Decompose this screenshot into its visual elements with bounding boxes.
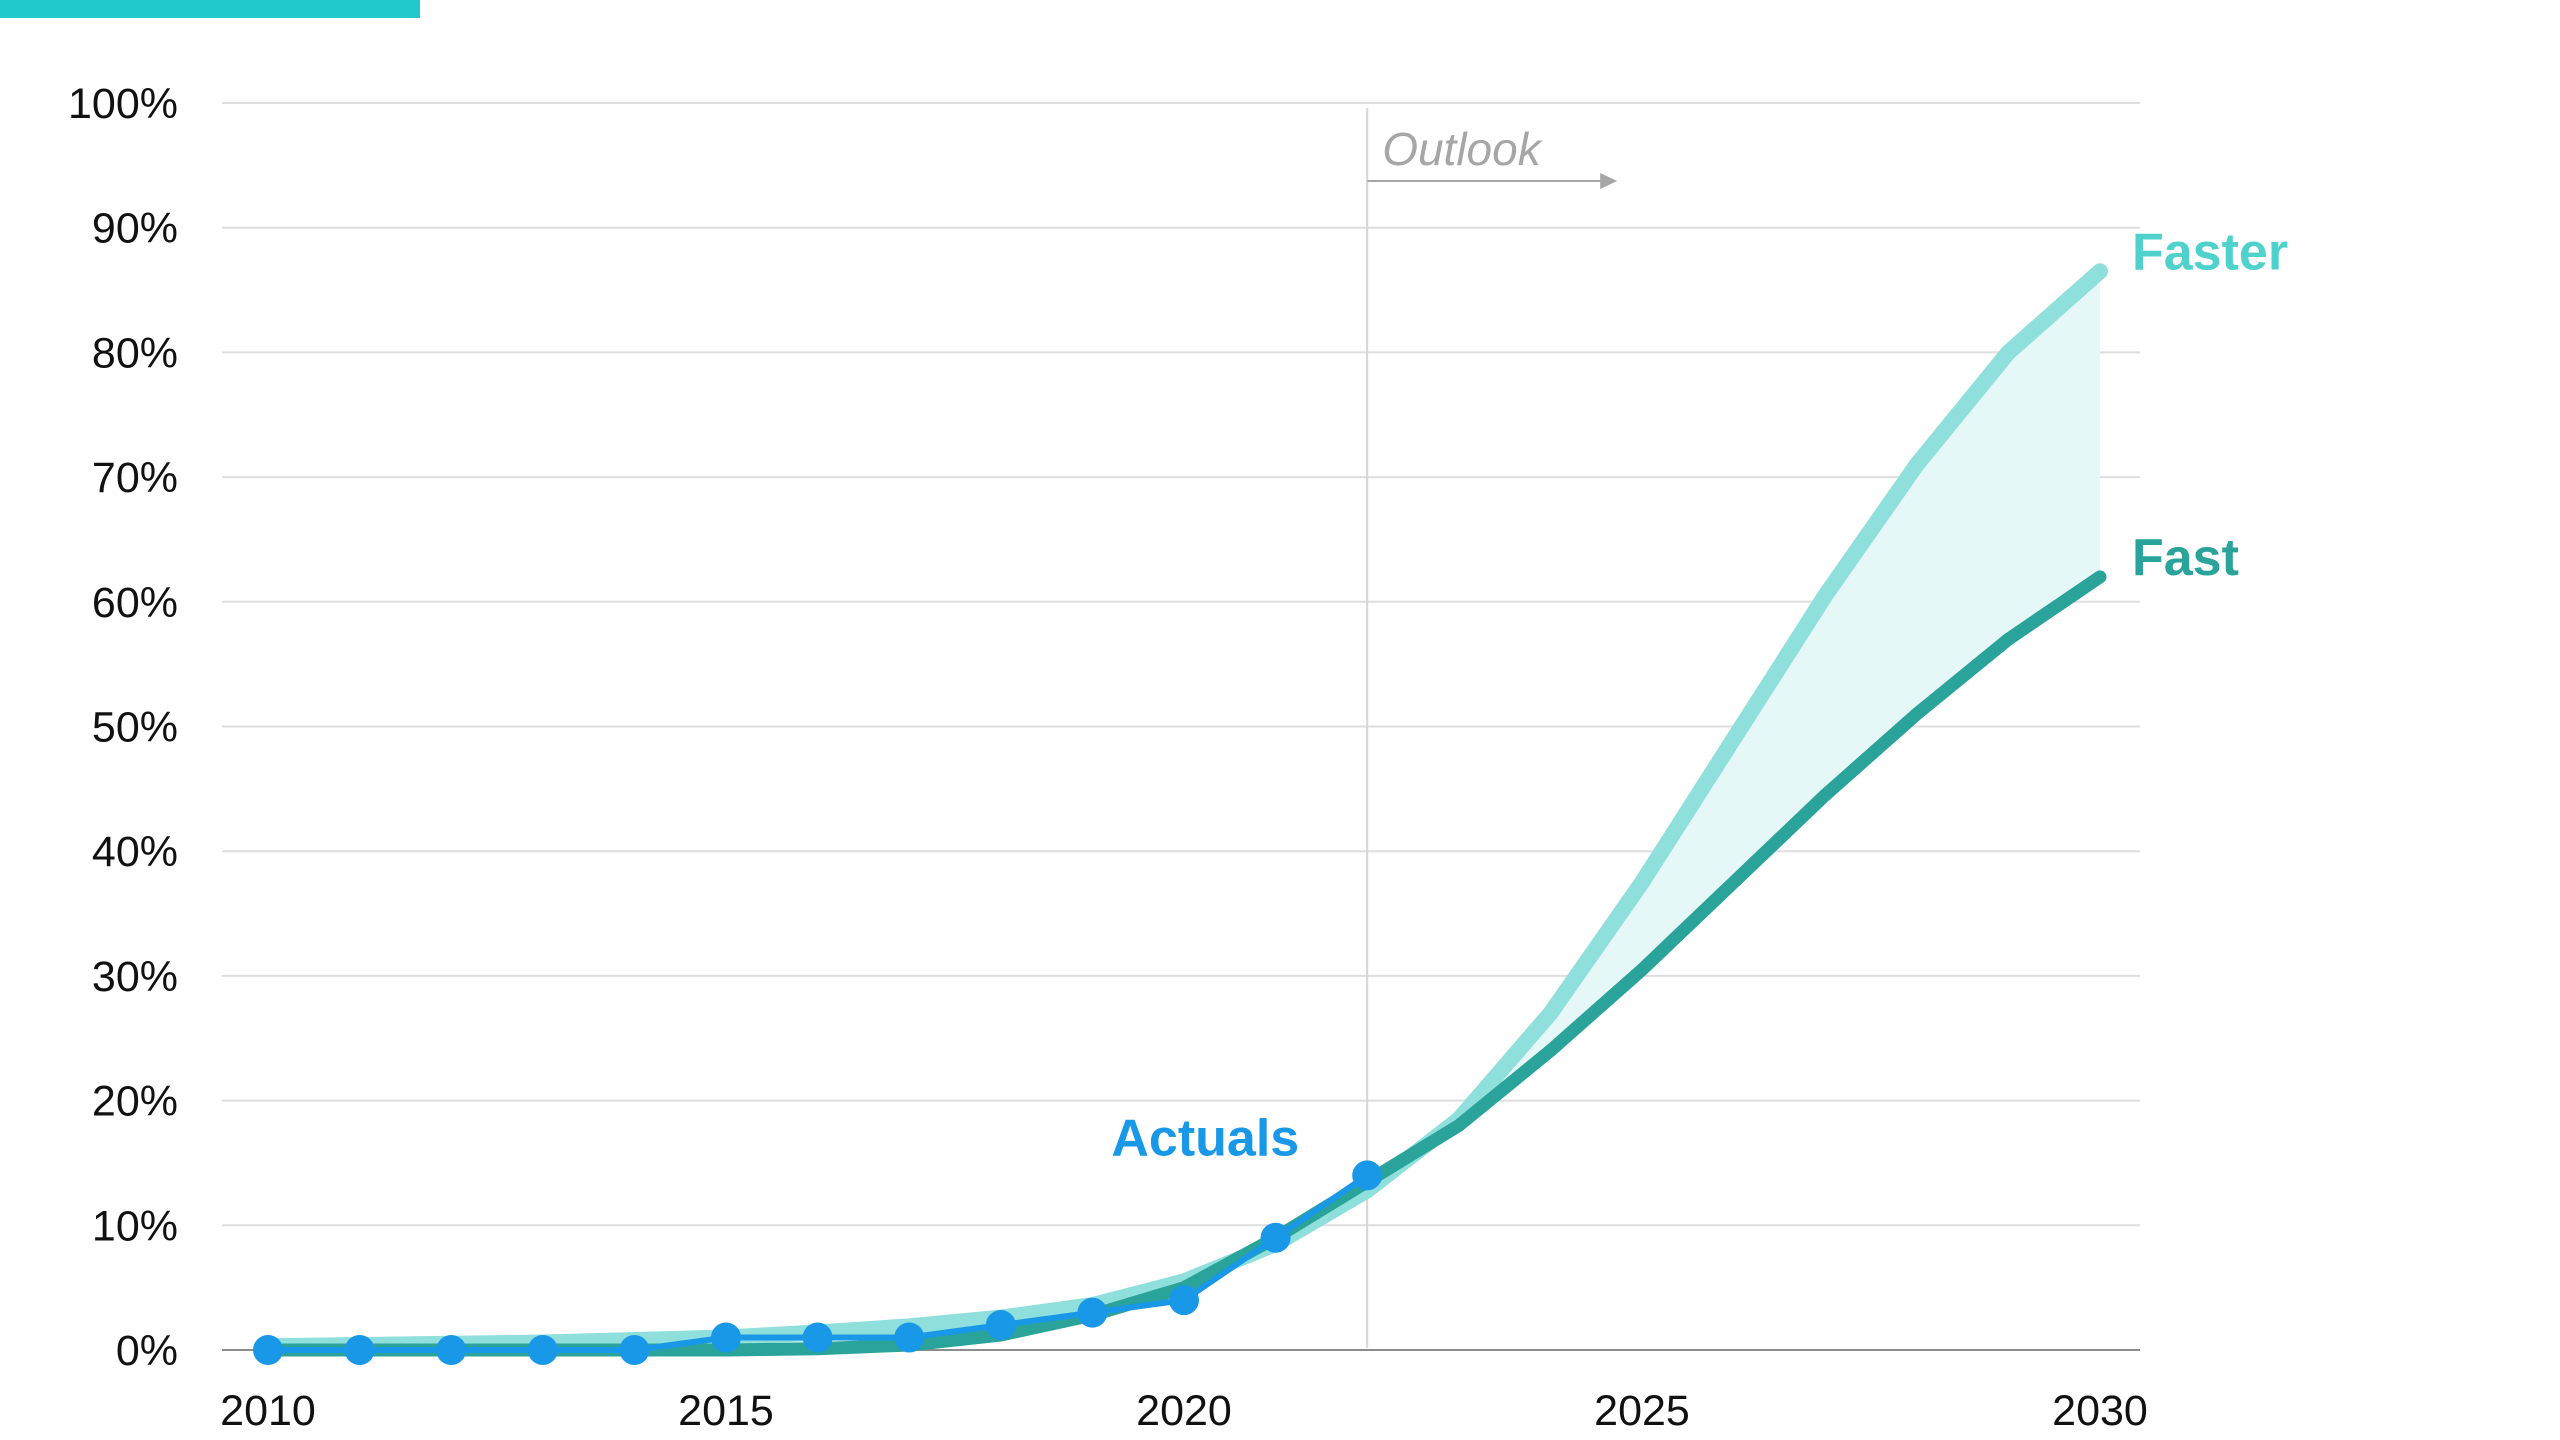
y-tick-label: 70% xyxy=(92,454,178,502)
outlook-arrow-head xyxy=(1600,173,1618,189)
y-tick-label: 40% xyxy=(92,828,178,876)
y-tick-label: 0% xyxy=(116,1327,178,1375)
series-label-faster: Faster xyxy=(2132,223,2288,281)
x-tick-label: 2030 xyxy=(2052,1387,2148,1435)
y-tick-label: 30% xyxy=(92,953,178,1001)
series-label-actuals: Actuals xyxy=(1111,1109,1299,1167)
grid-lines xyxy=(222,102,2140,1227)
y-tick-label: 10% xyxy=(92,1202,178,1250)
outlook-label: Outlook xyxy=(1382,123,1543,175)
actuals-point xyxy=(1169,1285,1199,1316)
x-tick-label: 2015 xyxy=(678,1387,774,1435)
y-tick-label: 90% xyxy=(92,205,178,253)
actuals-point xyxy=(1352,1160,1383,1191)
actuals-point xyxy=(344,1335,375,1365)
actuals-point xyxy=(527,1335,558,1365)
outlook-marker: Outlook xyxy=(1366,108,1618,1348)
actuals-point xyxy=(711,1322,741,1353)
x-tick-label: 2025 xyxy=(1594,1387,1690,1435)
y-tick-label: 100% xyxy=(68,80,178,128)
top-accent-bar xyxy=(0,0,420,18)
y-tick-label: 60% xyxy=(92,579,178,627)
actuals-point xyxy=(985,1310,1016,1341)
actuals-points xyxy=(253,1160,1383,1365)
series-line-faster xyxy=(260,263,2108,1355)
y-tick-label: 80% xyxy=(92,329,178,377)
x-tick-label: 2020 xyxy=(1136,1387,1232,1435)
actuals-point xyxy=(253,1335,283,1365)
x-tick-label: 2010 xyxy=(220,1387,316,1435)
y-axis-ticks: 0% 10% 20% 30% 40% 50% 60% 70% 80% 90% 100% xyxy=(68,80,178,1375)
actuals-point xyxy=(436,1335,467,1365)
series-label-fast: Fast xyxy=(2132,529,2239,587)
y-tick-label: 50% xyxy=(92,704,178,752)
scenario-range-band xyxy=(268,271,2100,1350)
y-tick-label: 20% xyxy=(92,1078,178,1126)
actuals-point xyxy=(1077,1297,1108,1328)
actuals-point xyxy=(1260,1222,1291,1253)
x-axis-ticks: 2010 2015 2020 2025 2030 xyxy=(220,1387,2148,1435)
actuals-point xyxy=(802,1322,833,1353)
actuals-point xyxy=(894,1322,925,1353)
actuals-point xyxy=(619,1335,650,1365)
